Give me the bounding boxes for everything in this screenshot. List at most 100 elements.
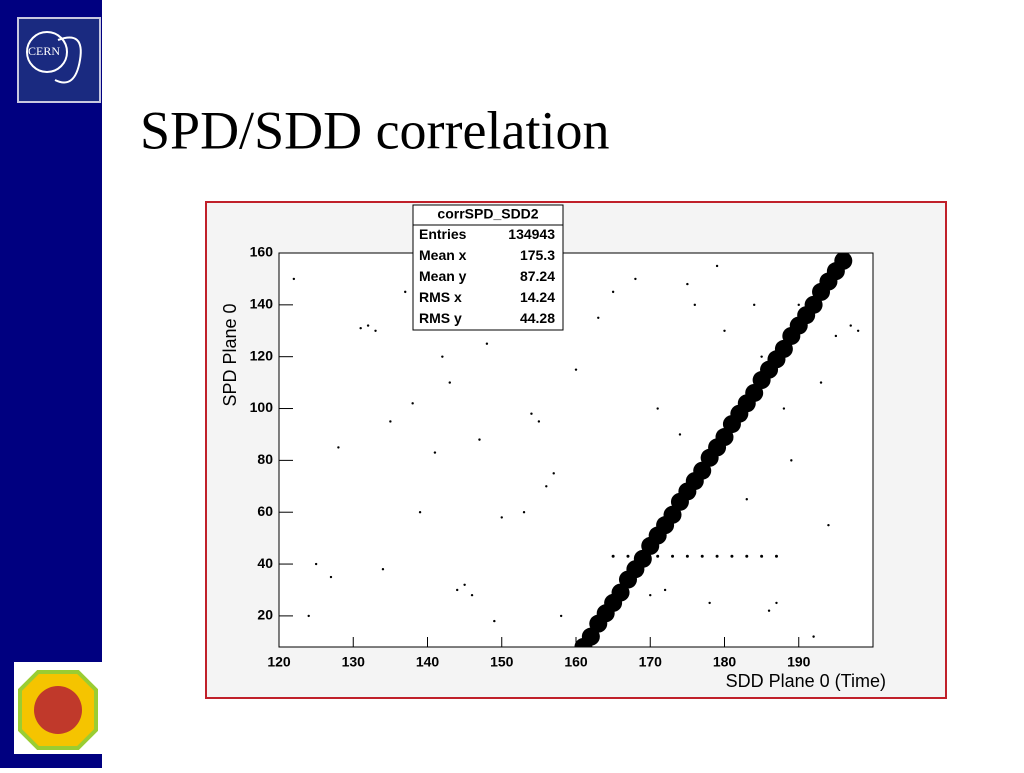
point [641, 554, 645, 558]
point [774, 554, 778, 558]
point [834, 334, 838, 338]
point [456, 588, 459, 592]
stats-value: 175.3 [520, 247, 555, 263]
y-tick-label: 20 [257, 607, 273, 623]
y-axis-label: SPD Plane 0 [220, 303, 240, 406]
point [292, 277, 296, 281]
point [656, 554, 660, 558]
point [671, 554, 675, 558]
point [441, 355, 444, 358]
point [782, 407, 786, 410]
point [730, 438, 734, 441]
point [685, 554, 689, 558]
point [314, 562, 318, 566]
y-tick-label: 120 [250, 347, 274, 363]
x-tick-label: 190 [787, 654, 811, 670]
point [545, 485, 548, 488]
point [559, 614, 563, 618]
point [834, 253, 853, 270]
data-layer [292, 253, 860, 647]
point [753, 303, 756, 307]
point [708, 601, 711, 605]
point [485, 342, 489, 345]
stats-box [412, 204, 564, 331]
y-tick-label: 60 [257, 503, 273, 519]
point [537, 420, 541, 423]
point [626, 554, 630, 558]
y-tick-label: 40 [257, 555, 273, 571]
point [389, 420, 392, 423]
point [745, 498, 748, 501]
cern-logo-ring [26, 31, 68, 73]
point [812, 635, 815, 638]
point [470, 593, 474, 597]
point [634, 277, 637, 281]
x-tick-label: 140 [416, 654, 440, 670]
point [619, 588, 622, 592]
point [611, 554, 615, 558]
point [849, 324, 852, 327]
y-tick-label: 100 [250, 399, 274, 415]
point [329, 575, 333, 579]
point [715, 554, 719, 558]
point [337, 446, 340, 449]
stats-key: RMS x [419, 289, 462, 305]
point [760, 554, 764, 558]
y-tick-label: 140 [250, 296, 274, 312]
point [856, 329, 860, 332]
point [715, 264, 719, 268]
point [522, 511, 526, 514]
plot-area [278, 252, 874, 648]
point [418, 511, 422, 514]
point [827, 523, 830, 527]
point [500, 516, 503, 519]
point [448, 381, 451, 384]
point [374, 329, 377, 332]
point [730, 554, 734, 558]
stats-value: 87.24 [520, 268, 555, 284]
alice-logo-center [34, 686, 82, 734]
x-tick-label: 170 [639, 654, 663, 670]
point [366, 324, 370, 327]
slide-title: SPD/SDD correlation [140, 100, 609, 160]
point [404, 290, 407, 294]
stats-key: RMS y [419, 310, 462, 326]
point [530, 412, 533, 415]
stats-value: 134943 [508, 226, 555, 242]
cern-logo-text: CERN [28, 44, 60, 58]
x-axis-label: SDD Plane 0 (Time) [726, 671, 886, 691]
point [463, 583, 466, 586]
point [723, 329, 726, 332]
point [663, 588, 667, 592]
point [307, 614, 310, 618]
point [819, 381, 823, 384]
y-tick-label: 160 [250, 244, 274, 260]
stats-key: Mean x [419, 247, 467, 263]
point [597, 316, 600, 320]
point [611, 290, 615, 294]
point [745, 554, 749, 558]
point [693, 485, 696, 488]
x-tick-label: 180 [713, 654, 737, 670]
point [478, 438, 481, 441]
point [767, 609, 771, 612]
point [797, 303, 800, 307]
x-tick-label: 160 [564, 654, 588, 670]
point [411, 402, 414, 405]
point [760, 355, 763, 358]
cern-logo [17, 17, 101, 103]
x-tick-label: 120 [267, 654, 291, 670]
point [381, 568, 385, 571]
point [686, 282, 689, 286]
point [552, 472, 555, 475]
point [693, 303, 696, 307]
point [359, 326, 362, 330]
stats-key: Entries [419, 226, 467, 242]
stats-value: 44.28 [520, 310, 555, 326]
x-tick-label: 150 [490, 654, 514, 670]
point [700, 554, 704, 558]
cern-logo-arc [54, 36, 82, 84]
point [775, 601, 778, 605]
